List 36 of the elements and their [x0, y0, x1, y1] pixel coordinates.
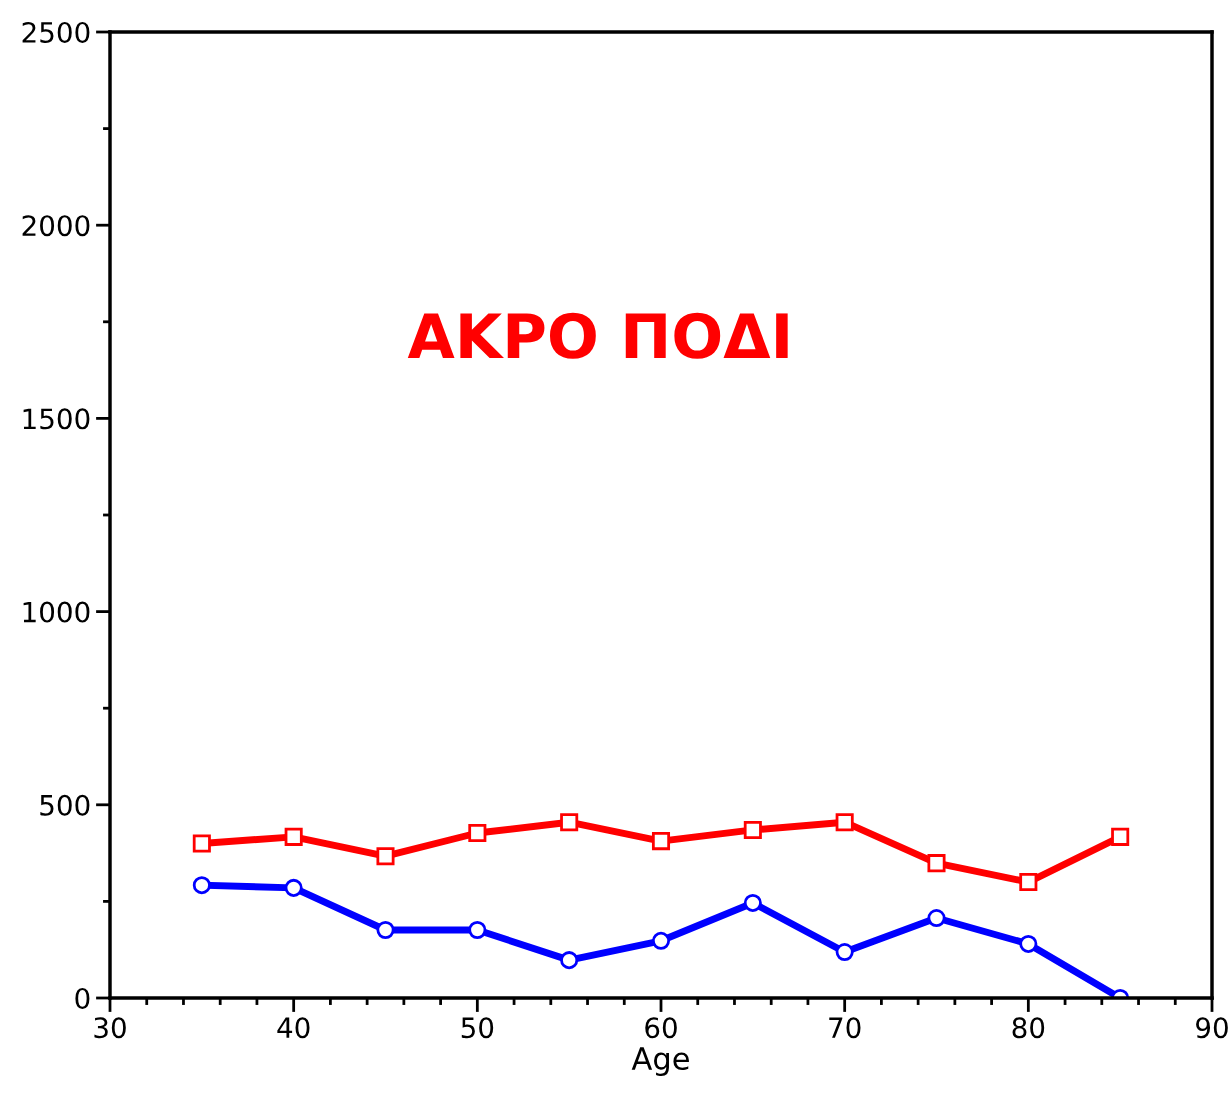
- point: [1111, 827, 1130, 846]
- x-axis-title: Age: [631, 1047, 689, 1076]
- point: [1019, 934, 1038, 953]
- y-tick-label: 0: [75, 987, 90, 1009]
- x-tick-label: 30: [94, 1017, 126, 1039]
- annotation: ΑΚΡΟ ΠΟΔΙ: [407, 312, 788, 359]
- y-tick-label: 1500: [23, 408, 90, 430]
- point: [192, 834, 211, 853]
- point: [927, 854, 946, 873]
- point: [835, 813, 854, 832]
- point: [927, 908, 946, 928]
- point: [743, 893, 762, 912]
- point: [560, 951, 579, 970]
- point: [1019, 873, 1038, 892]
- x-tick-label: 50: [461, 1017, 494, 1039]
- point: [743, 820, 762, 839]
- x-tick-label: 90: [1196, 1017, 1228, 1039]
- y-tick-label: 2500: [22, 21, 90, 43]
- point: [376, 847, 395, 866]
- x-tick-label: 60: [645, 1017, 677, 1039]
- y-tick-label: 1000: [23, 601, 90, 623]
- point: [651, 931, 671, 950]
- x-tick-label: 80: [1012, 1017, 1045, 1039]
- point: [468, 920, 487, 940]
- x-tick-label: 70: [829, 1017, 861, 1039]
- x-tick-label: 40: [277, 1017, 310, 1039]
- y-tick-label: 500: [40, 794, 90, 816]
- point: [560, 813, 579, 832]
- point: [284, 827, 303, 846]
- point: [651, 832, 671, 851]
- y-tick-label: 2000: [22, 215, 90, 237]
- point: [468, 823, 487, 843]
- point: [192, 876, 211, 895]
- point: [284, 878, 303, 897]
- point: [376, 920, 395, 940]
- point: [835, 942, 854, 962]
